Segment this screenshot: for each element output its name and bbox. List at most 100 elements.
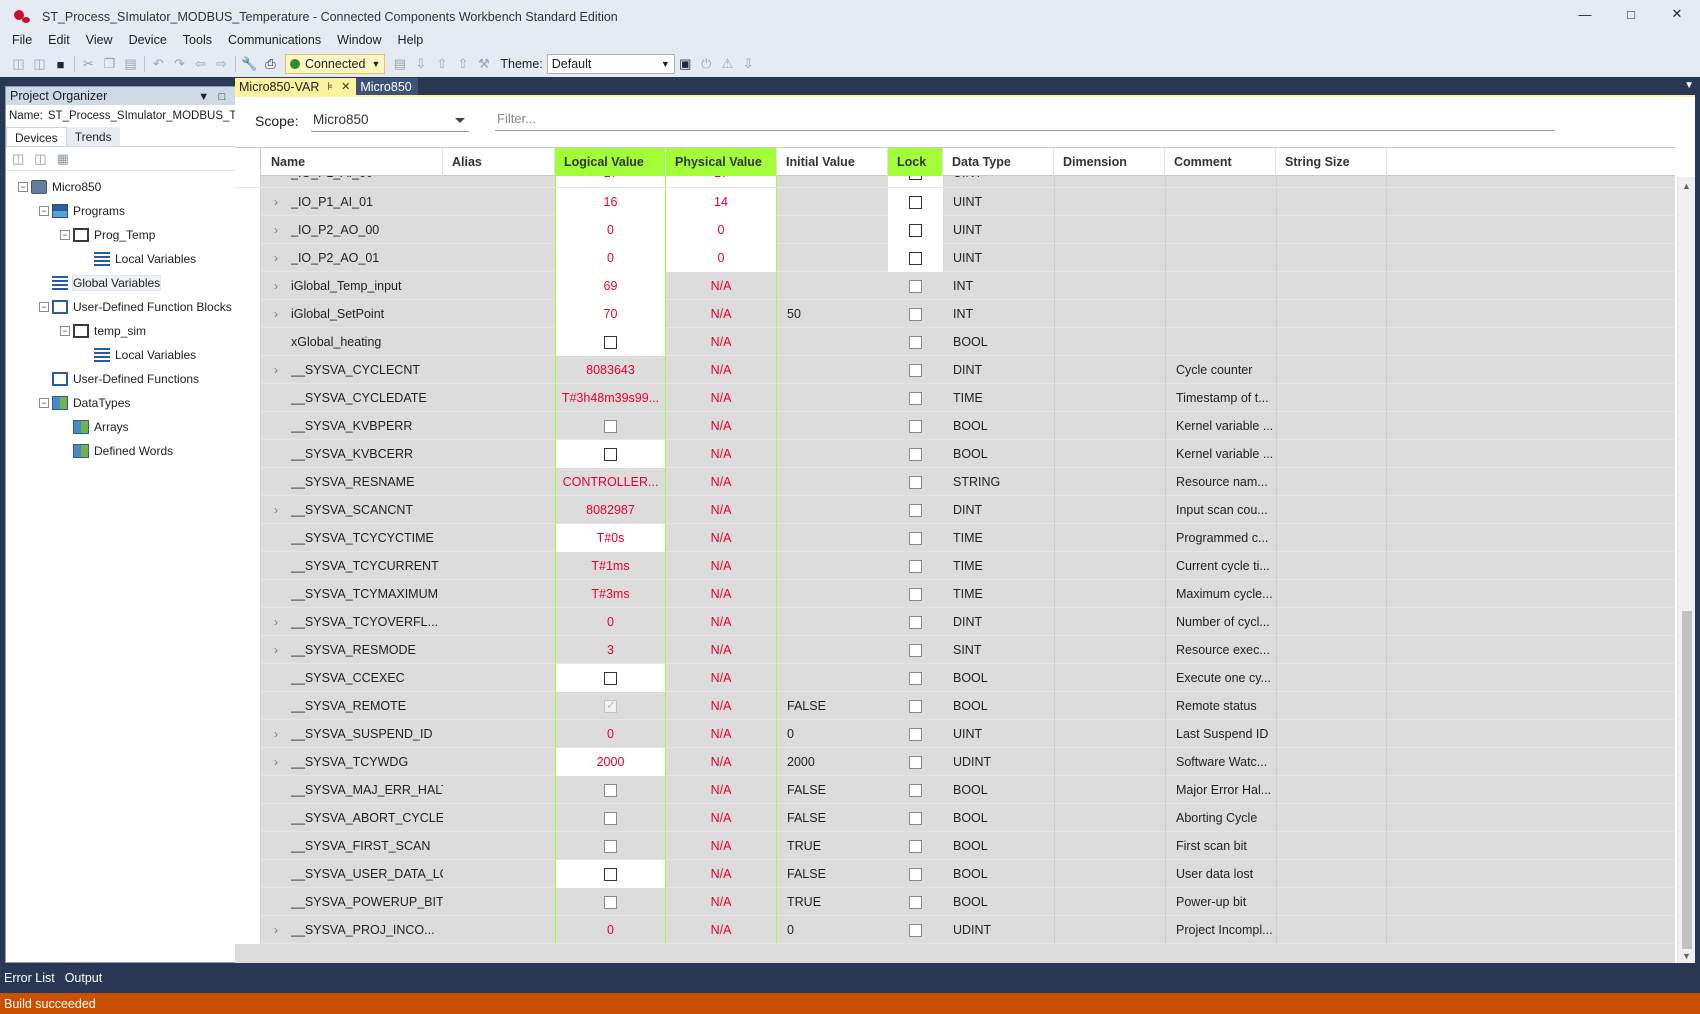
- variable-alias[interactable]: [443, 328, 555, 356]
- comment[interactable]: Power-up bit: [1165, 888, 1276, 916]
- lock-cell[interactable]: [888, 328, 943, 356]
- checkbox[interactable]: [604, 839, 617, 853]
- row-selector[interactable]: [235, 720, 261, 748]
- physical-value[interactable]: 14: [666, 188, 777, 216]
- dimension[interactable]: [1054, 580, 1165, 608]
- menu-file[interactable]: File: [12, 33, 33, 47]
- expand-row-icon[interactable]: ›: [274, 503, 278, 517]
- row-selector[interactable]: [235, 580, 261, 608]
- row-selector[interactable]: [235, 524, 261, 552]
- scroll-up-icon[interactable]: ▲: [1682, 181, 1691, 191]
- comment[interactable]: User data lost: [1165, 860, 1276, 888]
- string-size[interactable]: [1276, 580, 1387, 608]
- lock-cell[interactable]: [888, 524, 943, 552]
- wrench-icon[interactable]: 🔧: [241, 56, 258, 71]
- col-string-size[interactable]: String Size: [1276, 148, 1387, 176]
- tab-devices[interactable]: Devices: [6, 127, 67, 146]
- checkbox[interactable]: [909, 307, 922, 321]
- table-row[interactable]: __SYSVA_USER_DATA_LOST N/A FALSE BOOL User d…: [235, 860, 1675, 888]
- menu-view[interactable]: View: [85, 33, 113, 47]
- variable-alias[interactable]: [443, 776, 555, 804]
- row-selector[interactable]: [235, 636, 261, 664]
- variable-alias[interactable]: [443, 188, 555, 216]
- comment[interactable]: [1165, 216, 1276, 244]
- tree-node[interactable]: − Prog_Temp: [6, 223, 248, 247]
- string-size[interactable]: [1276, 176, 1387, 187]
- menu-tools[interactable]: Tools: [182, 33, 212, 47]
- comment[interactable]: Programmed c...: [1165, 524, 1276, 552]
- collapse-icon[interactable]: −: [39, 206, 49, 216]
- checkbox[interactable]: [909, 279, 922, 293]
- logical-value[interactable]: 2000: [555, 748, 666, 776]
- table-row[interactable]: __SYSVA_REMOTE N/A FALSE BOOL Remote status: [235, 692, 1675, 720]
- dimension[interactable]: [1054, 776, 1165, 804]
- expand-row-icon[interactable]: ›: [274, 615, 278, 629]
- expand-row-icon[interactable]: ›: [274, 279, 278, 293]
- checkbox[interactable]: [909, 839, 922, 853]
- variable-name[interactable]: iGlobal_SetPoint: [291, 307, 385, 321]
- logical-value[interactable]: 17: [555, 176, 666, 187]
- variable-name[interactable]: __SYSVA_TCYOVERFL...: [291, 615, 439, 629]
- variable-name[interactable]: __SYSVA_CYCLEDATE: [291, 391, 427, 405]
- tree-node[interactable]: Local Variables: [6, 247, 248, 271]
- string-size[interactable]: [1276, 692, 1387, 720]
- variable-alias[interactable]: [443, 608, 555, 636]
- menu-window[interactable]: Window: [337, 33, 382, 47]
- row-selector[interactable]: [235, 804, 261, 832]
- tree-node[interactable]: − Micro850: [6, 175, 248, 199]
- data-type[interactable]: TIME: [953, 391, 983, 405]
- comment[interactable]: Kernel variable ...: [1165, 412, 1276, 440]
- variable-alias[interactable]: [443, 692, 555, 720]
- comment[interactable]: Resource nam...: [1165, 468, 1276, 496]
- initial-value[interactable]: [777, 524, 888, 552]
- variable-alias[interactable]: [443, 440, 555, 468]
- monitor-icon[interactable]: ▣: [679, 56, 692, 71]
- lock-cell[interactable]: [888, 440, 943, 468]
- copy-icon[interactable]: ❐: [103, 56, 116, 71]
- debug-icon[interactable]: ⚒: [478, 56, 490, 71]
- collapse-icon[interactable]: −: [39, 398, 49, 408]
- comment[interactable]: Aborting Cycle: [1165, 804, 1276, 832]
- initial-value[interactable]: [777, 176, 888, 187]
- undo-icon[interactable]: ↶: [153, 56, 164, 71]
- variable-alias[interactable]: [443, 636, 555, 664]
- table-row[interactable]: › iGlobal_SetPoint 70 N/A 50 INT: [235, 300, 1675, 328]
- checkbox[interactable]: [909, 251, 922, 265]
- lock-cell[interactable]: [888, 244, 943, 272]
- table-row[interactable]: __SYSVA_CCEXEC N/A BOOL Execute one cy...: [235, 664, 1675, 692]
- remove-device-icon[interactable]: ◫: [34, 150, 47, 166]
- tree-node[interactable]: − temp_sim: [6, 319, 248, 343]
- logical-value[interactable]: 3: [555, 636, 666, 664]
- tree-node[interactable]: User-Defined Functions: [6, 367, 248, 391]
- checkbox[interactable]: [909, 783, 922, 797]
- initial-value[interactable]: [777, 608, 888, 636]
- dimension[interactable]: [1054, 664, 1165, 692]
- collapse-icon[interactable]: −: [60, 230, 70, 240]
- checkbox[interactable]: [604, 895, 617, 909]
- table-row[interactable]: __SYSVA_TCYCURRENT T#1ms N/A TIME Current cy…: [235, 552, 1675, 580]
- paste-icon[interactable]: ▤: [124, 56, 137, 71]
- dimension[interactable]: [1054, 328, 1165, 356]
- dimension[interactable]: [1054, 300, 1165, 328]
- lock-cell[interactable]: [888, 176, 943, 187]
- lock-cell[interactable]: [888, 356, 943, 384]
- checkbox[interactable]: [604, 447, 617, 461]
- maximize-icon[interactable]: □: [1627, 6, 1635, 22]
- lock-cell[interactable]: [888, 412, 943, 440]
- row-selector[interactable]: [235, 272, 261, 300]
- close-window-icon[interactable]: ✕: [1671, 6, 1683, 21]
- logical-value[interactable]: CONTROLLER...: [555, 468, 666, 496]
- initial-value[interactable]: [777, 244, 888, 272]
- checkbox[interactable]: [909, 923, 922, 937]
- upload-icon[interactable]: ⇧: [436, 56, 448, 71]
- add-device-icon[interactable]: ◫: [12, 150, 25, 166]
- filter-input[interactable]: Filter...: [495, 107, 1555, 131]
- row-selector[interactable]: [235, 496, 261, 524]
- logical-value[interactable]: [555, 692, 666, 720]
- checkbox[interactable]: [909, 811, 922, 825]
- checkbox[interactable]: [909, 363, 922, 377]
- comment[interactable]: [1165, 300, 1276, 328]
- scrollbar-thumb[interactable]: [1682, 611, 1692, 949]
- initial-value[interactable]: [777, 188, 888, 216]
- col-initial-value[interactable]: Initial Value: [777, 148, 888, 176]
